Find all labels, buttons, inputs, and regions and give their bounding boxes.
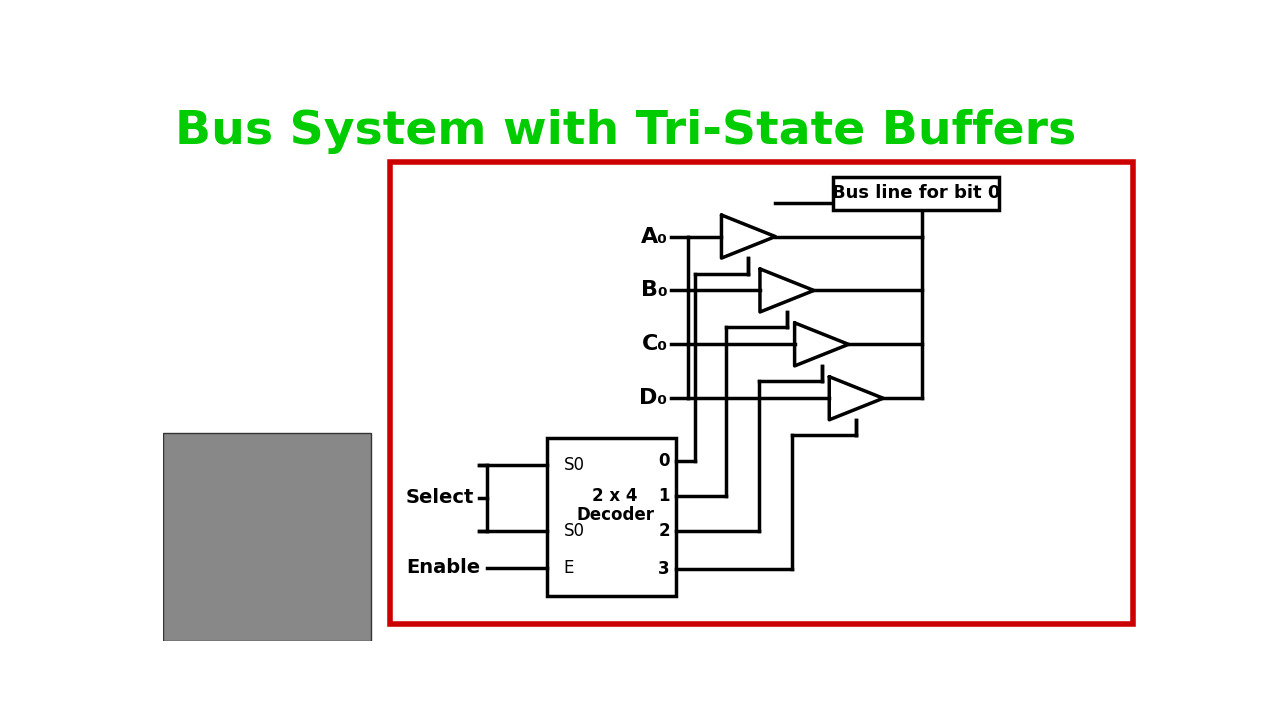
Text: 1: 1 — [658, 487, 669, 505]
Text: Decoder: Decoder — [576, 506, 654, 524]
Text: S0: S0 — [563, 456, 585, 474]
Text: Select: Select — [406, 488, 474, 508]
Text: 2 x 4: 2 x 4 — [593, 487, 637, 505]
Text: 3: 3 — [658, 560, 669, 578]
Bar — [833, 177, 998, 210]
Text: 2: 2 — [658, 522, 669, 540]
Text: 0: 0 — [658, 452, 669, 470]
Text: A₀: A₀ — [640, 227, 668, 246]
Text: Enable: Enable — [406, 558, 480, 577]
Text: Bus System with Tri-State Buffers: Bus System with Tri-State Buffers — [174, 109, 1075, 153]
Text: C₀: C₀ — [641, 334, 668, 354]
Bar — [390, 162, 1133, 624]
Text: E: E — [563, 559, 573, 577]
Text: Bus line for bit 0: Bus line for bit 0 — [832, 184, 1000, 202]
Bar — [164, 433, 371, 641]
Bar — [547, 438, 676, 596]
Bar — [164, 433, 371, 641]
Text: S0: S0 — [563, 522, 585, 540]
Text: D₀: D₀ — [640, 388, 668, 408]
Text: B₀: B₀ — [641, 281, 668, 300]
